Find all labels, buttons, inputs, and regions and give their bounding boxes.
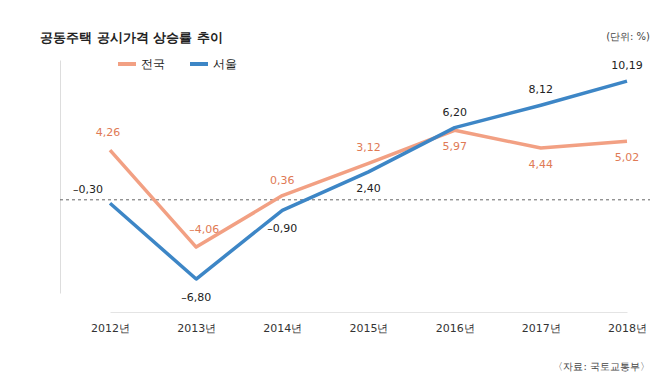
data-labels: 4,26 –4,06 0,36 3,12 5,97 4,44 5,02 –0,30 –6,80 –… [73, 59, 643, 304]
data-label: 4,44 [529, 158, 554, 171]
data-label: 3,12 [356, 141, 381, 154]
source: 〈자료: 국토교통부〉 [553, 361, 650, 372]
x-tick: 2012년 [91, 312, 130, 335]
data-label: –0,90 [267, 222, 297, 235]
x-tick-label: 2014년 [263, 322, 302, 335]
x-tick: 2018년 [608, 312, 647, 335]
grid-line [60, 199, 650, 200]
legend-label: 전국 [141, 57, 165, 71]
plot-area [110, 81, 627, 279]
data-label: 5,97 [442, 140, 467, 153]
x-axis: 2012년 2013년 2014년 2015년 2016년 2017년 2018년 [91, 312, 647, 335]
x-tick: 2013년 [177, 312, 216, 335]
x-tick: 2015년 [350, 312, 389, 335]
x-axis-line [111, 312, 628, 313]
x-tick-label: 2015년 [350, 322, 389, 335]
data-label: 2,40 [356, 182, 381, 195]
data-label: 4,26 [96, 126, 121, 139]
series-line [110, 130, 627, 247]
y-axis-line [60, 61, 61, 294]
data-label: –0,30 [73, 183, 103, 196]
x-tick: 2016년 [436, 312, 475, 335]
legend-swatch [118, 62, 136, 66]
data-label: 5,02 [615, 151, 640, 164]
title: 공동주택 공시가격 상승률 추이 [40, 30, 223, 45]
y-axis [60, 61, 62, 294]
chart: 공동주택 공시가격 상승률 추이 (단위: %) 〈자료: 국토교통부〉 전국 서울 20… [0, 0, 660, 384]
x-tick-label: 2016년 [436, 322, 475, 335]
data-label: –6,80 [181, 291, 211, 304]
series-line [110, 81, 627, 279]
subtitle: (단위: %) [606, 31, 650, 42]
grid [60, 199, 650, 200]
x-tick: 2017년 [522, 312, 561, 335]
legend-swatch [190, 62, 208, 66]
data-label: 8,12 [529, 83, 554, 96]
legend: 전국 서울 [118, 57, 237, 71]
legend-label: 서울 [213, 57, 237, 71]
legend-item: 서울 [190, 57, 237, 71]
data-label: 6,20 [442, 106, 467, 119]
data-label: –4,06 [189, 223, 219, 236]
x-tick-label: 2018년 [608, 322, 647, 335]
legend-item: 전국 [118, 57, 165, 71]
x-tick-label: 2012년 [91, 322, 130, 335]
x-tick: 2014년 [263, 312, 302, 335]
data-label: 10,19 [611, 59, 643, 72]
x-tick-label: 2017년 [522, 322, 561, 335]
data-label: 0,36 [270, 174, 295, 187]
x-tick-label: 2013년 [177, 322, 216, 335]
